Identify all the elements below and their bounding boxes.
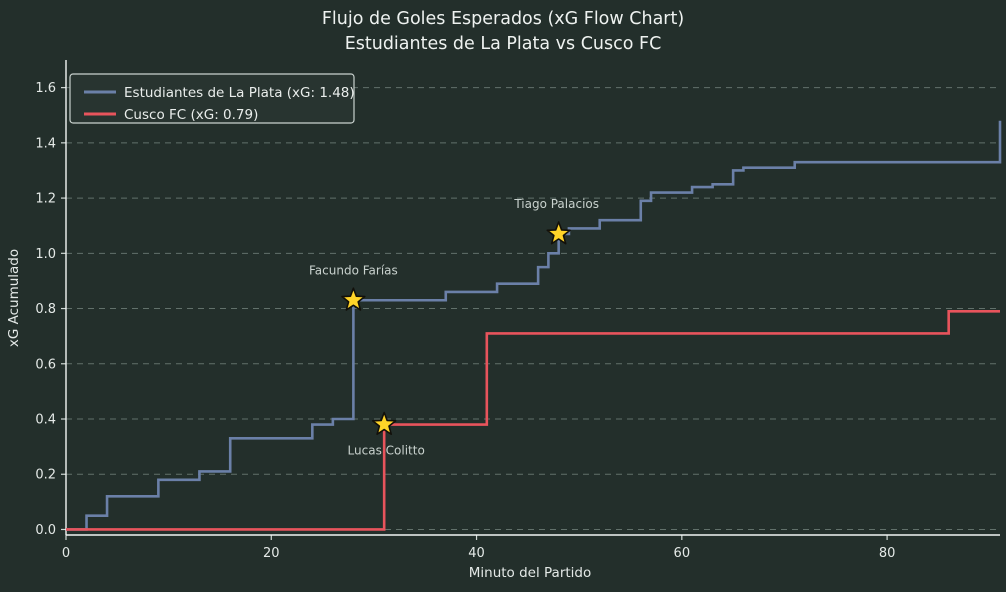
y-tick-label: 0.2 <box>35 468 56 483</box>
x-tick-label: 60 <box>674 546 691 561</box>
x-tick-label: 0 <box>62 546 70 561</box>
chart-title-line-2: Estudiantes de La Plata vs Cusco FC <box>345 34 662 54</box>
goal-star-marker <box>546 221 571 245</box>
y-tick-label: 0.8 <box>35 302 56 317</box>
x-tick-labels: 0 20 40 60 80 <box>62 546 896 561</box>
y-tick-label: 0.4 <box>35 413 56 428</box>
annotation-labels: Facundo Farías Tiago Palacios Lucas Colitt… <box>309 197 599 458</box>
series-lines <box>66 120 1002 531</box>
goal-star-marker <box>341 287 366 311</box>
x-axis-label: Minuto del Partido <box>469 565 592 581</box>
y-tick-label: 0.0 <box>35 523 56 538</box>
chart-legend: Estudiantes de La Plata (xG: 1.48) Cusco… <box>69 73 355 124</box>
y-tick-labels: 0.0 0.2 0.4 0.6 0.8 1.0 1.2 1.4 1.6 <box>35 81 56 538</box>
series-line-away <box>66 310 1000 531</box>
legend-label-home: Estudiantes de La Plata (xG: 1.48) <box>124 85 355 101</box>
x-tick-label: 40 <box>468 546 485 561</box>
y-tick-label: 1.6 <box>35 81 56 96</box>
chart-title-line-1: Flujo de Goles Esperados (xG Flow Chart) <box>322 9 684 29</box>
y-axis-label: xG Acumulado <box>6 249 22 347</box>
y-tick-label: 1.0 <box>35 247 56 262</box>
legend-background <box>69 73 355 124</box>
y-tick-label: 1.4 <box>35 136 56 151</box>
x-tick-label: 20 <box>263 546 280 561</box>
goal-annotation-label: Tiago Palacios <box>513 197 599 211</box>
goal-star-marker <box>371 411 397 436</box>
series-line-home <box>66 120 1002 531</box>
axis-ticks <box>61 87 888 540</box>
x-tick-label: 80 <box>879 546 896 561</box>
y-tick-label: 1.2 <box>35 192 56 207</box>
legend-label-away: Cusco FC (xG: 0.79) <box>124 107 258 123</box>
goal-markers <box>341 221 571 436</box>
goal-annotation-label: Facundo Farías <box>309 263 398 277</box>
goal-annotation-label: Lucas Colitto <box>348 444 425 458</box>
y-tick-label: 0.6 <box>35 357 56 372</box>
